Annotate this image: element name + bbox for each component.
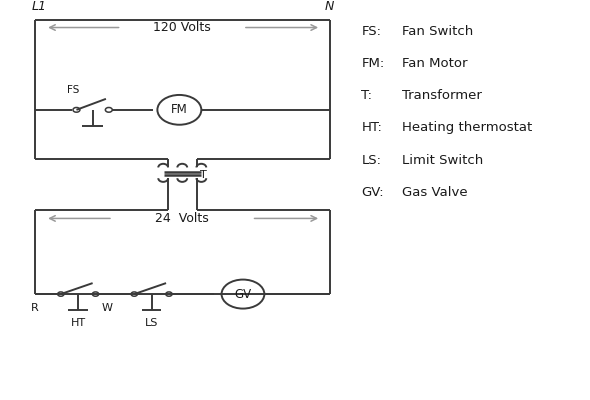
Text: GV: GV (234, 288, 251, 300)
Text: LS:: LS: (362, 154, 382, 166)
Text: HT: HT (71, 318, 86, 328)
Text: FS: FS (67, 85, 80, 95)
Text: Fan Motor: Fan Motor (402, 57, 467, 70)
Text: Limit Switch: Limit Switch (402, 154, 483, 166)
Text: R: R (31, 303, 39, 313)
Text: T: T (199, 170, 206, 180)
Text: W: W (101, 303, 112, 313)
Text: GV:: GV: (362, 186, 384, 199)
Text: Fan Switch: Fan Switch (402, 25, 473, 38)
Text: N: N (325, 0, 335, 13)
Text: 120 Volts: 120 Volts (153, 21, 211, 34)
Text: Transformer: Transformer (402, 89, 482, 102)
Text: L1: L1 (32, 0, 47, 13)
Text: Gas Valve: Gas Valve (402, 186, 468, 199)
Text: Heating thermostat: Heating thermostat (402, 121, 532, 134)
Text: 24  Volts: 24 Volts (155, 212, 209, 225)
Text: FM:: FM: (362, 57, 385, 70)
Text: HT:: HT: (362, 121, 382, 134)
Text: LS: LS (145, 318, 158, 328)
Text: FS:: FS: (362, 25, 382, 38)
Text: T:: T: (362, 89, 372, 102)
Text: FM: FM (171, 103, 188, 116)
